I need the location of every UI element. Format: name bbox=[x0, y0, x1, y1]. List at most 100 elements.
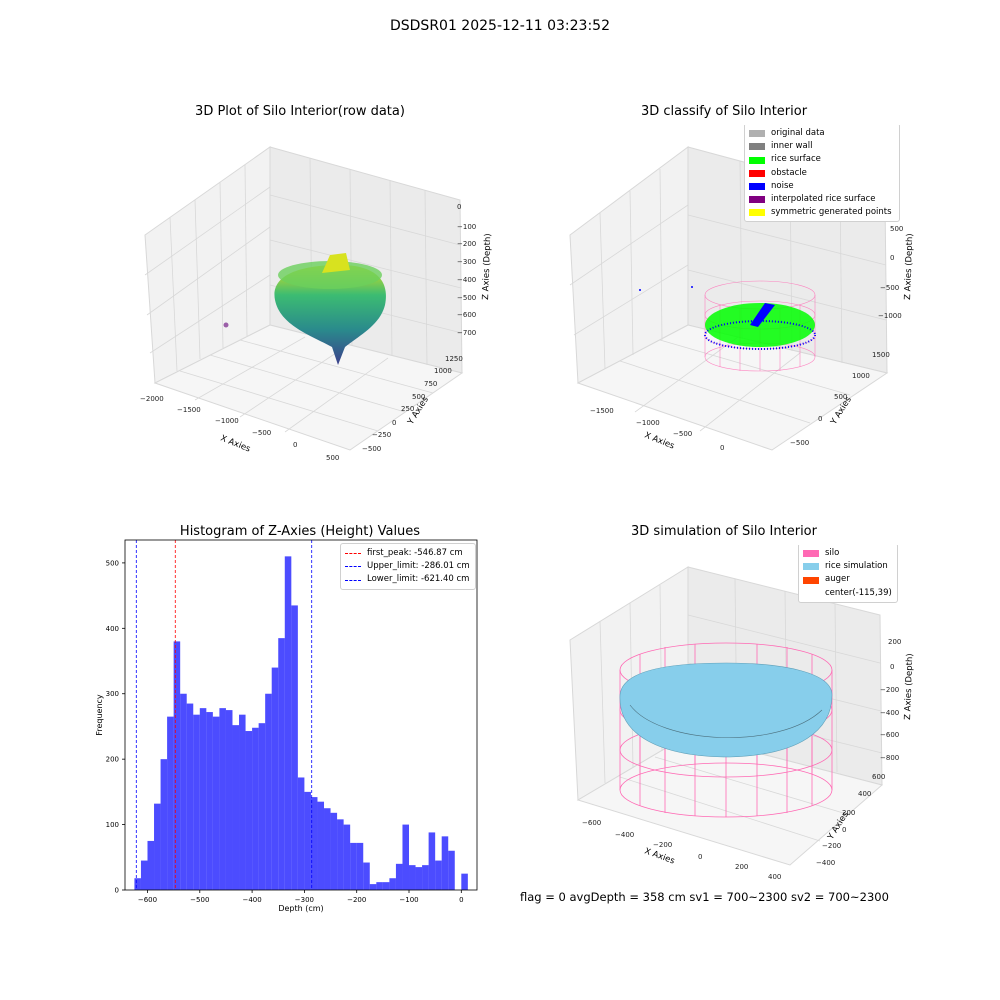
histogram-bar bbox=[317, 801, 325, 890]
sim-ztick: −800 bbox=[880, 754, 899, 762]
histogram-ytick-label: 300 bbox=[106, 690, 119, 698]
histogram-bar bbox=[324, 808, 331, 890]
histogram-bar bbox=[402, 824, 410, 890]
histogram-bar bbox=[389, 878, 396, 890]
classify-3d-plot[interactable]: original data inner wall rice surface ob… bbox=[560, 125, 930, 470]
sim-ytick: 0 bbox=[842, 826, 846, 834]
classify-ztick: −1000 bbox=[878, 312, 902, 320]
raw-xtick: −1000 bbox=[215, 417, 239, 425]
legend-item: Upper_limit: -286.01 cm bbox=[345, 560, 470, 573]
raw-xtick: −500 bbox=[252, 429, 271, 437]
raw-ztick: −500 bbox=[457, 294, 476, 302]
classify-xtick: −500 bbox=[673, 430, 692, 438]
legend-swatch bbox=[749, 182, 765, 190]
raw-xlabel: X Axies bbox=[219, 434, 252, 455]
histogram-bar bbox=[409, 865, 416, 890]
histogram-bar bbox=[212, 716, 220, 890]
histogram-bar bbox=[337, 819, 344, 890]
raw-ztick: −100 bbox=[457, 223, 476, 231]
legend-item: inner wall bbox=[749, 140, 894, 153]
histogram-bar bbox=[343, 824, 351, 890]
histogram-xticks: −600 −500 −400 −300 −200 −100 0 bbox=[138, 890, 464, 904]
legend-swatch bbox=[749, 196, 765, 204]
histogram-legend: first_peak: -546.87 cm Upper_limit: -286… bbox=[340, 543, 476, 590]
histogram-bar bbox=[441, 836, 449, 890]
histogram-bar bbox=[448, 850, 455, 890]
histogram-bar bbox=[284, 556, 292, 890]
histogram-title: Histogram of Z-Axies (Height) Values bbox=[179, 524, 421, 539]
simulation-legend: silo rice simulation auger center(-115,3… bbox=[798, 545, 898, 603]
legend-item: obstacle bbox=[749, 167, 894, 180]
histogram-bar bbox=[219, 708, 226, 890]
sim-xtick: −600 bbox=[582, 819, 601, 827]
histogram-xtick-label: −300 bbox=[295, 896, 314, 904]
histogram-yticks: 0 100 200 300 400 500 bbox=[106, 559, 125, 895]
legend-item: interpolated rice surface bbox=[749, 193, 894, 206]
histogram-bar bbox=[363, 862, 370, 890]
legend-line bbox=[345, 553, 361, 555]
histogram-bar bbox=[415, 867, 423, 890]
figure-title: DSDSR01 2025-12-11 03:23:52 bbox=[389, 18, 610, 34]
raw-xtick: 0 bbox=[293, 441, 297, 449]
legend-swatch bbox=[803, 550, 819, 558]
classify-xtick: −1500 bbox=[590, 407, 614, 415]
sim-ztick: 0 bbox=[890, 663, 894, 671]
histogram-bar bbox=[304, 791, 311, 890]
raw-ztick: −400 bbox=[457, 276, 476, 284]
histogram-chart[interactable]: −600 −500 −400 −300 −200 −100 0 0 100 200 300 400 5… bbox=[80, 535, 490, 920]
sim-ytick: −200 bbox=[822, 842, 841, 850]
histogram-bar bbox=[180, 693, 187, 890]
histogram-bar bbox=[395, 863, 403, 890]
legend-swatch bbox=[749, 143, 765, 151]
raw-ytick: 500 bbox=[412, 393, 425, 401]
histogram-bar bbox=[147, 840, 155, 890]
histogram-bar bbox=[376, 882, 383, 890]
raw-ytick: −500 bbox=[362, 445, 381, 453]
raw-plot-title: 3D Plot of Silo Interior(row data) bbox=[195, 104, 405, 119]
legend-swatch bbox=[749, 209, 765, 217]
histogram-bar bbox=[258, 723, 266, 890]
legend-swatch bbox=[749, 169, 765, 177]
histogram-bar bbox=[265, 693, 272, 890]
histogram-bar bbox=[140, 860, 148, 890]
classify-ztick: 500 bbox=[890, 225, 903, 233]
histogram-bar bbox=[278, 638, 285, 890]
raw-xtick: 500 bbox=[326, 454, 339, 462]
histogram-ytick-label: 100 bbox=[106, 821, 119, 829]
histogram-bar bbox=[160, 759, 168, 890]
legend-swatch bbox=[803, 563, 819, 571]
legend-swatch bbox=[803, 590, 819, 597]
legend-item: Lower_limit: -621.40 cm bbox=[345, 573, 470, 586]
histogram-bar bbox=[271, 667, 279, 890]
classify-xlabel: X Axies bbox=[643, 431, 676, 452]
raw-ztick: −200 bbox=[457, 240, 476, 248]
histogram-xtick-label: −100 bbox=[399, 896, 418, 904]
histogram-bar bbox=[154, 803, 161, 890]
sim-ztick: −200 bbox=[880, 686, 899, 694]
histogram-bar bbox=[291, 605, 298, 890]
sim-ytick: −400 bbox=[816, 859, 835, 867]
classify-plot-title: 3D classify of Silo Interior bbox=[640, 104, 808, 119]
histogram-bar bbox=[225, 710, 233, 890]
sim-xtick: 0 bbox=[698, 853, 702, 861]
histogram-frame bbox=[124, 539, 478, 891]
histogram-bar bbox=[173, 641, 181, 890]
legend-swatch bbox=[803, 576, 819, 584]
histogram-ytick-label: 400 bbox=[106, 625, 119, 633]
classify-ytick: 0 bbox=[818, 415, 822, 423]
raw-ytick: 1000 bbox=[434, 367, 452, 375]
raw-3d-plot[interactable]: −2000 −1500 −1000 −500 0 500 −500 −250 0… bbox=[100, 125, 500, 470]
legend-line bbox=[345, 579, 361, 581]
sim-xtick: −200 bbox=[653, 841, 672, 849]
raw-ztick: −300 bbox=[457, 258, 476, 266]
histogram-bar bbox=[193, 714, 200, 890]
legend-item: auger bbox=[803, 573, 892, 586]
histogram-bar bbox=[252, 727, 259, 890]
sim-zlabel: Z Axies (Depth) bbox=[903, 653, 915, 720]
classify-ytick: 500 bbox=[834, 393, 847, 401]
simulation-3d-plot[interactable]: silo rice simulation auger center(-115,3… bbox=[560, 545, 930, 885]
classify-ztick: 0 bbox=[890, 254, 894, 262]
classify-legend: original data inner wall rice surface ob… bbox=[744, 125, 900, 223]
histogram-bar bbox=[350, 842, 357, 890]
raw-xtick: −2000 bbox=[140, 395, 164, 403]
